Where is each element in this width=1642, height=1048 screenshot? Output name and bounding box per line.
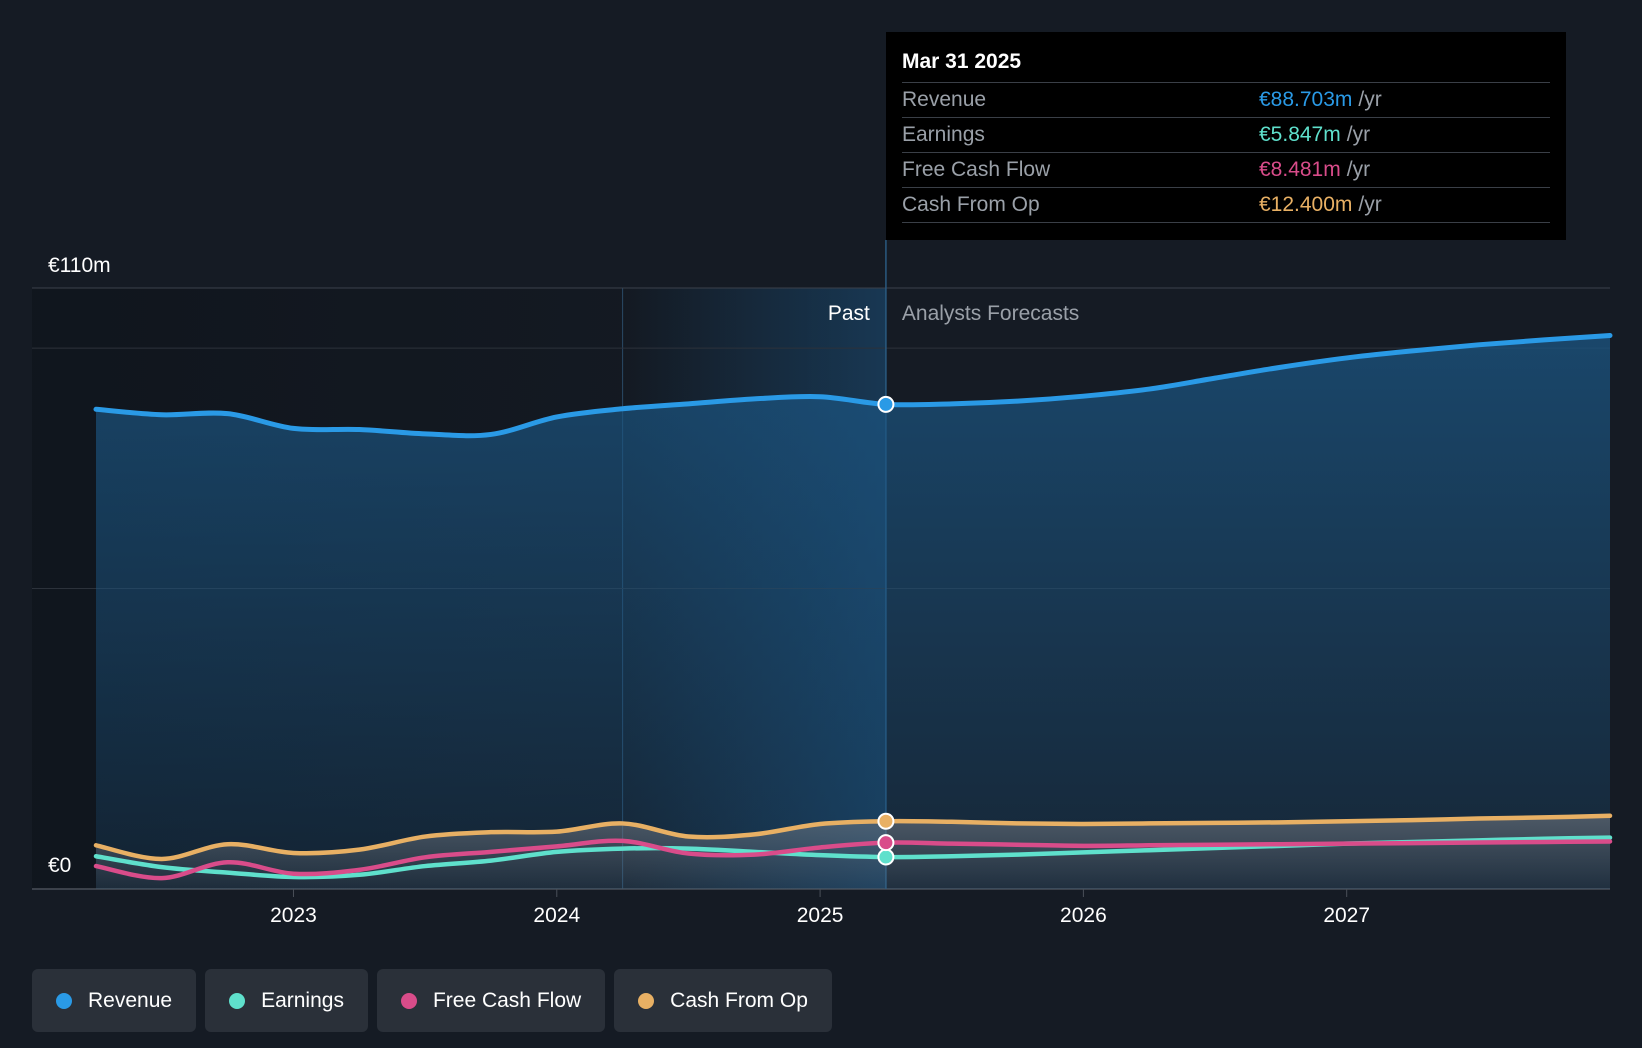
forecast-label: Analysts Forecasts: [902, 302, 1079, 325]
cash-from-op-line: [93, 813, 1613, 862]
earnings-dot-icon: [229, 992, 246, 1009]
free-cash-flow-line: [93, 838, 1613, 881]
tooltip-row-revenue: Revenue €88.703m /yr: [902, 83, 1550, 118]
legend-label: Cash From Op: [670, 988, 808, 1012]
tooltip-label: Earnings: [902, 123, 985, 146]
x-tick-label: 2026: [1060, 904, 1107, 927]
legend-item-cash-from-op[interactable]: Cash From Op: [614, 969, 832, 1032]
tooltip: Mar 31 2025 Revenue €88.703m /yr Earning…: [886, 32, 1566, 240]
tooltip-row-cash-from-op: Cash From Op €12.400m /yr: [902, 188, 1550, 223]
tooltip-date: Mar 31 2025: [902, 46, 1550, 83]
x-tick-label: 2025: [797, 904, 844, 927]
x-tick-label: 2023: [270, 904, 317, 927]
tooltip-row-free-cash-flow: Free Cash Flow €8.481m /yr: [902, 153, 1550, 188]
tooltip-label: Revenue: [902, 88, 987, 111]
tooltip-unit: /yr: [1346, 123, 1371, 146]
earnings-marker: [877, 848, 895, 866]
y-axis-top-label: €110m: [48, 254, 111, 277]
cash-from-op-dot-icon: [638, 992, 655, 1009]
revenue-dot-icon: [56, 992, 72, 1009]
tooltip-value: €12.400m: [1259, 193, 1353, 216]
x-tick-label: 2027: [1323, 904, 1370, 927]
tooltip-label: Free Cash Flow: [902, 158, 1051, 181]
legend-item-free-cash-flow[interactable]: Free Cash Flow: [376, 969, 606, 1032]
y-axis-bottom-label: €0: [48, 854, 71, 877]
free-cash-flow-dot-icon: [400, 992, 417, 1009]
past-label: Past: [828, 302, 870, 325]
revenue-marker: [877, 395, 895, 413]
legend-label: Free Cash Flow: [432, 988, 582, 1012]
tooltip-value: €5.847m: [1259, 123, 1341, 146]
revenue-line: [93, 333, 1613, 439]
tooltip-label: Cash From Op: [902, 193, 1040, 216]
tooltip-unit: /yr: [1358, 193, 1382, 216]
legend-label: Earnings: [261, 988, 344, 1012]
legend-item-revenue[interactable]: Revenue: [32, 969, 197, 1032]
tooltip-unit: /yr: [1358, 88, 1382, 111]
tooltip-unit: /yr: [1346, 158, 1371, 181]
legend-label: Revenue: [88, 988, 173, 1012]
legend-item-earnings[interactable]: Earnings: [205, 969, 368, 1032]
free-cash-flow-marker: [877, 834, 895, 852]
cash-from-op-marker: [877, 812, 895, 830]
tooltip-value: €88.703m: [1259, 88, 1353, 111]
tooltip-row-earnings: Earnings €5.847m /yr: [902, 118, 1550, 153]
tooltip-value: €8.481m: [1259, 158, 1341, 181]
revenue-area: [96, 335, 1610, 889]
x-tick-label: 2024: [533, 904, 580, 927]
legend: Revenue Earnings Free Cash Flow Cash Fro…: [32, 969, 832, 1032]
